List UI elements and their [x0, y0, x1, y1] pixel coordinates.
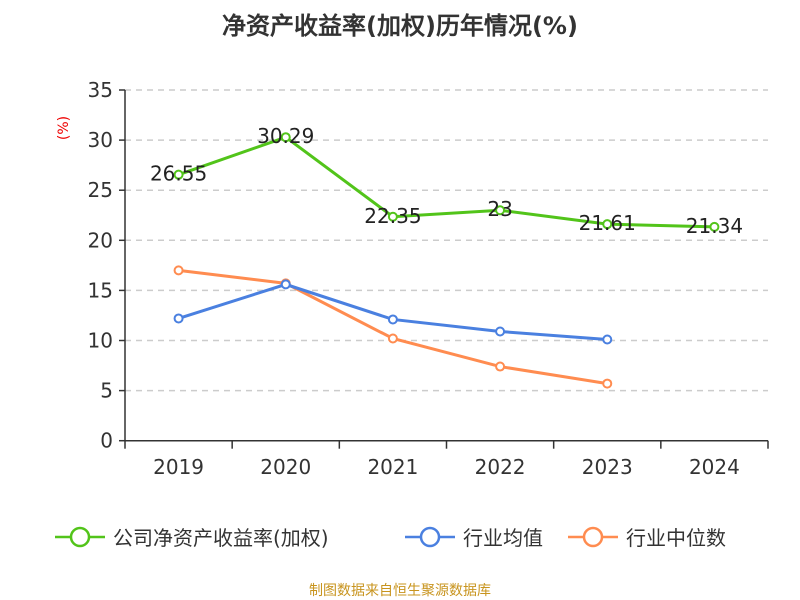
data-label: 30.29: [257, 124, 314, 148]
data-label: 21.34: [686, 214, 743, 238]
source-note: 制图数据来自恒生聚源数据库: [309, 583, 491, 599]
data-point: [173, 313, 184, 324]
data-point: [387, 333, 398, 344]
x-tick-label: 2022: [475, 455, 526, 479]
data-label: 21.61: [579, 211, 636, 235]
x-tick-label: 2019: [153, 455, 204, 479]
data-point: [495, 326, 506, 337]
x-tick-label: 2021: [367, 455, 418, 479]
data-point: [495, 205, 506, 216]
y-tick-label: 20: [88, 228, 113, 252]
legend-label[interactable]: 行业均值: [463, 526, 543, 550]
data-point: [173, 265, 184, 276]
y-axis-label: (%): [56, 116, 72, 140]
y-tick-label: 5: [100, 379, 113, 403]
legend-marker: [582, 526, 604, 548]
y-tick-label: 15: [88, 278, 113, 302]
legend-label[interactable]: 行业中位数: [626, 526, 726, 550]
y-tick-label: 10: [88, 329, 113, 353]
y-tick-label: 0: [100, 429, 113, 453]
data-point: [387, 211, 398, 222]
legend-marker: [419, 526, 441, 548]
legend-label[interactable]: 公司净资产收益率(加权): [113, 526, 329, 550]
series-line: [178, 268, 608, 386]
data-label: 26.55: [150, 162, 207, 186]
data-point: [709, 221, 720, 232]
data-point: [280, 132, 291, 143]
x-tick-label: 2020: [260, 455, 311, 479]
data-point: [173, 169, 184, 180]
data-label: 23: [487, 197, 512, 221]
data-point: [280, 279, 291, 290]
data-point: [602, 334, 613, 345]
series-line: [178, 282, 608, 341]
y-tick-label: 30: [88, 128, 113, 152]
series-line: [178, 135, 715, 229]
x-tick-label: 2023: [582, 455, 633, 479]
y-tick-label: 25: [88, 178, 113, 202]
y-tick-label: 35: [88, 78, 113, 102]
data-point: [602, 219, 613, 230]
data-point: [495, 361, 506, 372]
data-point: [602, 378, 613, 389]
data-label: 22.35: [364, 204, 421, 228]
chart-title: 净资产收益率(加权)历年情况(%): [222, 12, 578, 40]
x-tick-label: 2024: [689, 455, 740, 479]
data-point: [387, 314, 398, 325]
legend-marker: [69, 526, 91, 548]
